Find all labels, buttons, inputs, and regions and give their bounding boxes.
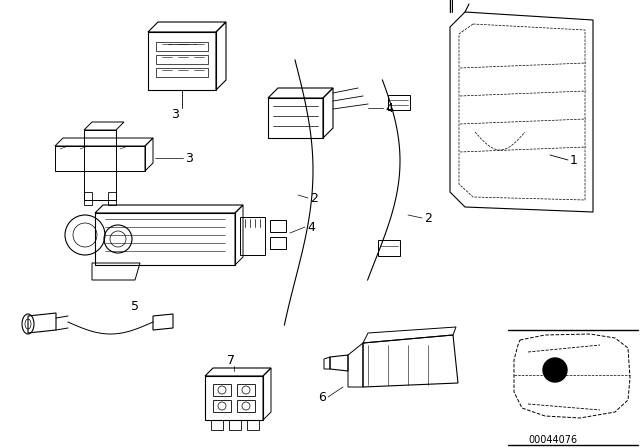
- Text: 6: 6: [318, 391, 326, 404]
- Text: 4: 4: [385, 102, 393, 115]
- Text: 1: 1: [570, 154, 578, 167]
- Text: 00044076: 00044076: [528, 435, 577, 445]
- Text: 2: 2: [310, 191, 318, 204]
- Circle shape: [543, 358, 567, 382]
- Text: 2: 2: [424, 211, 432, 224]
- Text: 4: 4: [307, 220, 315, 233]
- Text: 3: 3: [171, 108, 179, 121]
- Text: 3: 3: [185, 151, 193, 164]
- Text: 5: 5: [131, 300, 139, 313]
- Text: 7: 7: [227, 353, 235, 366]
